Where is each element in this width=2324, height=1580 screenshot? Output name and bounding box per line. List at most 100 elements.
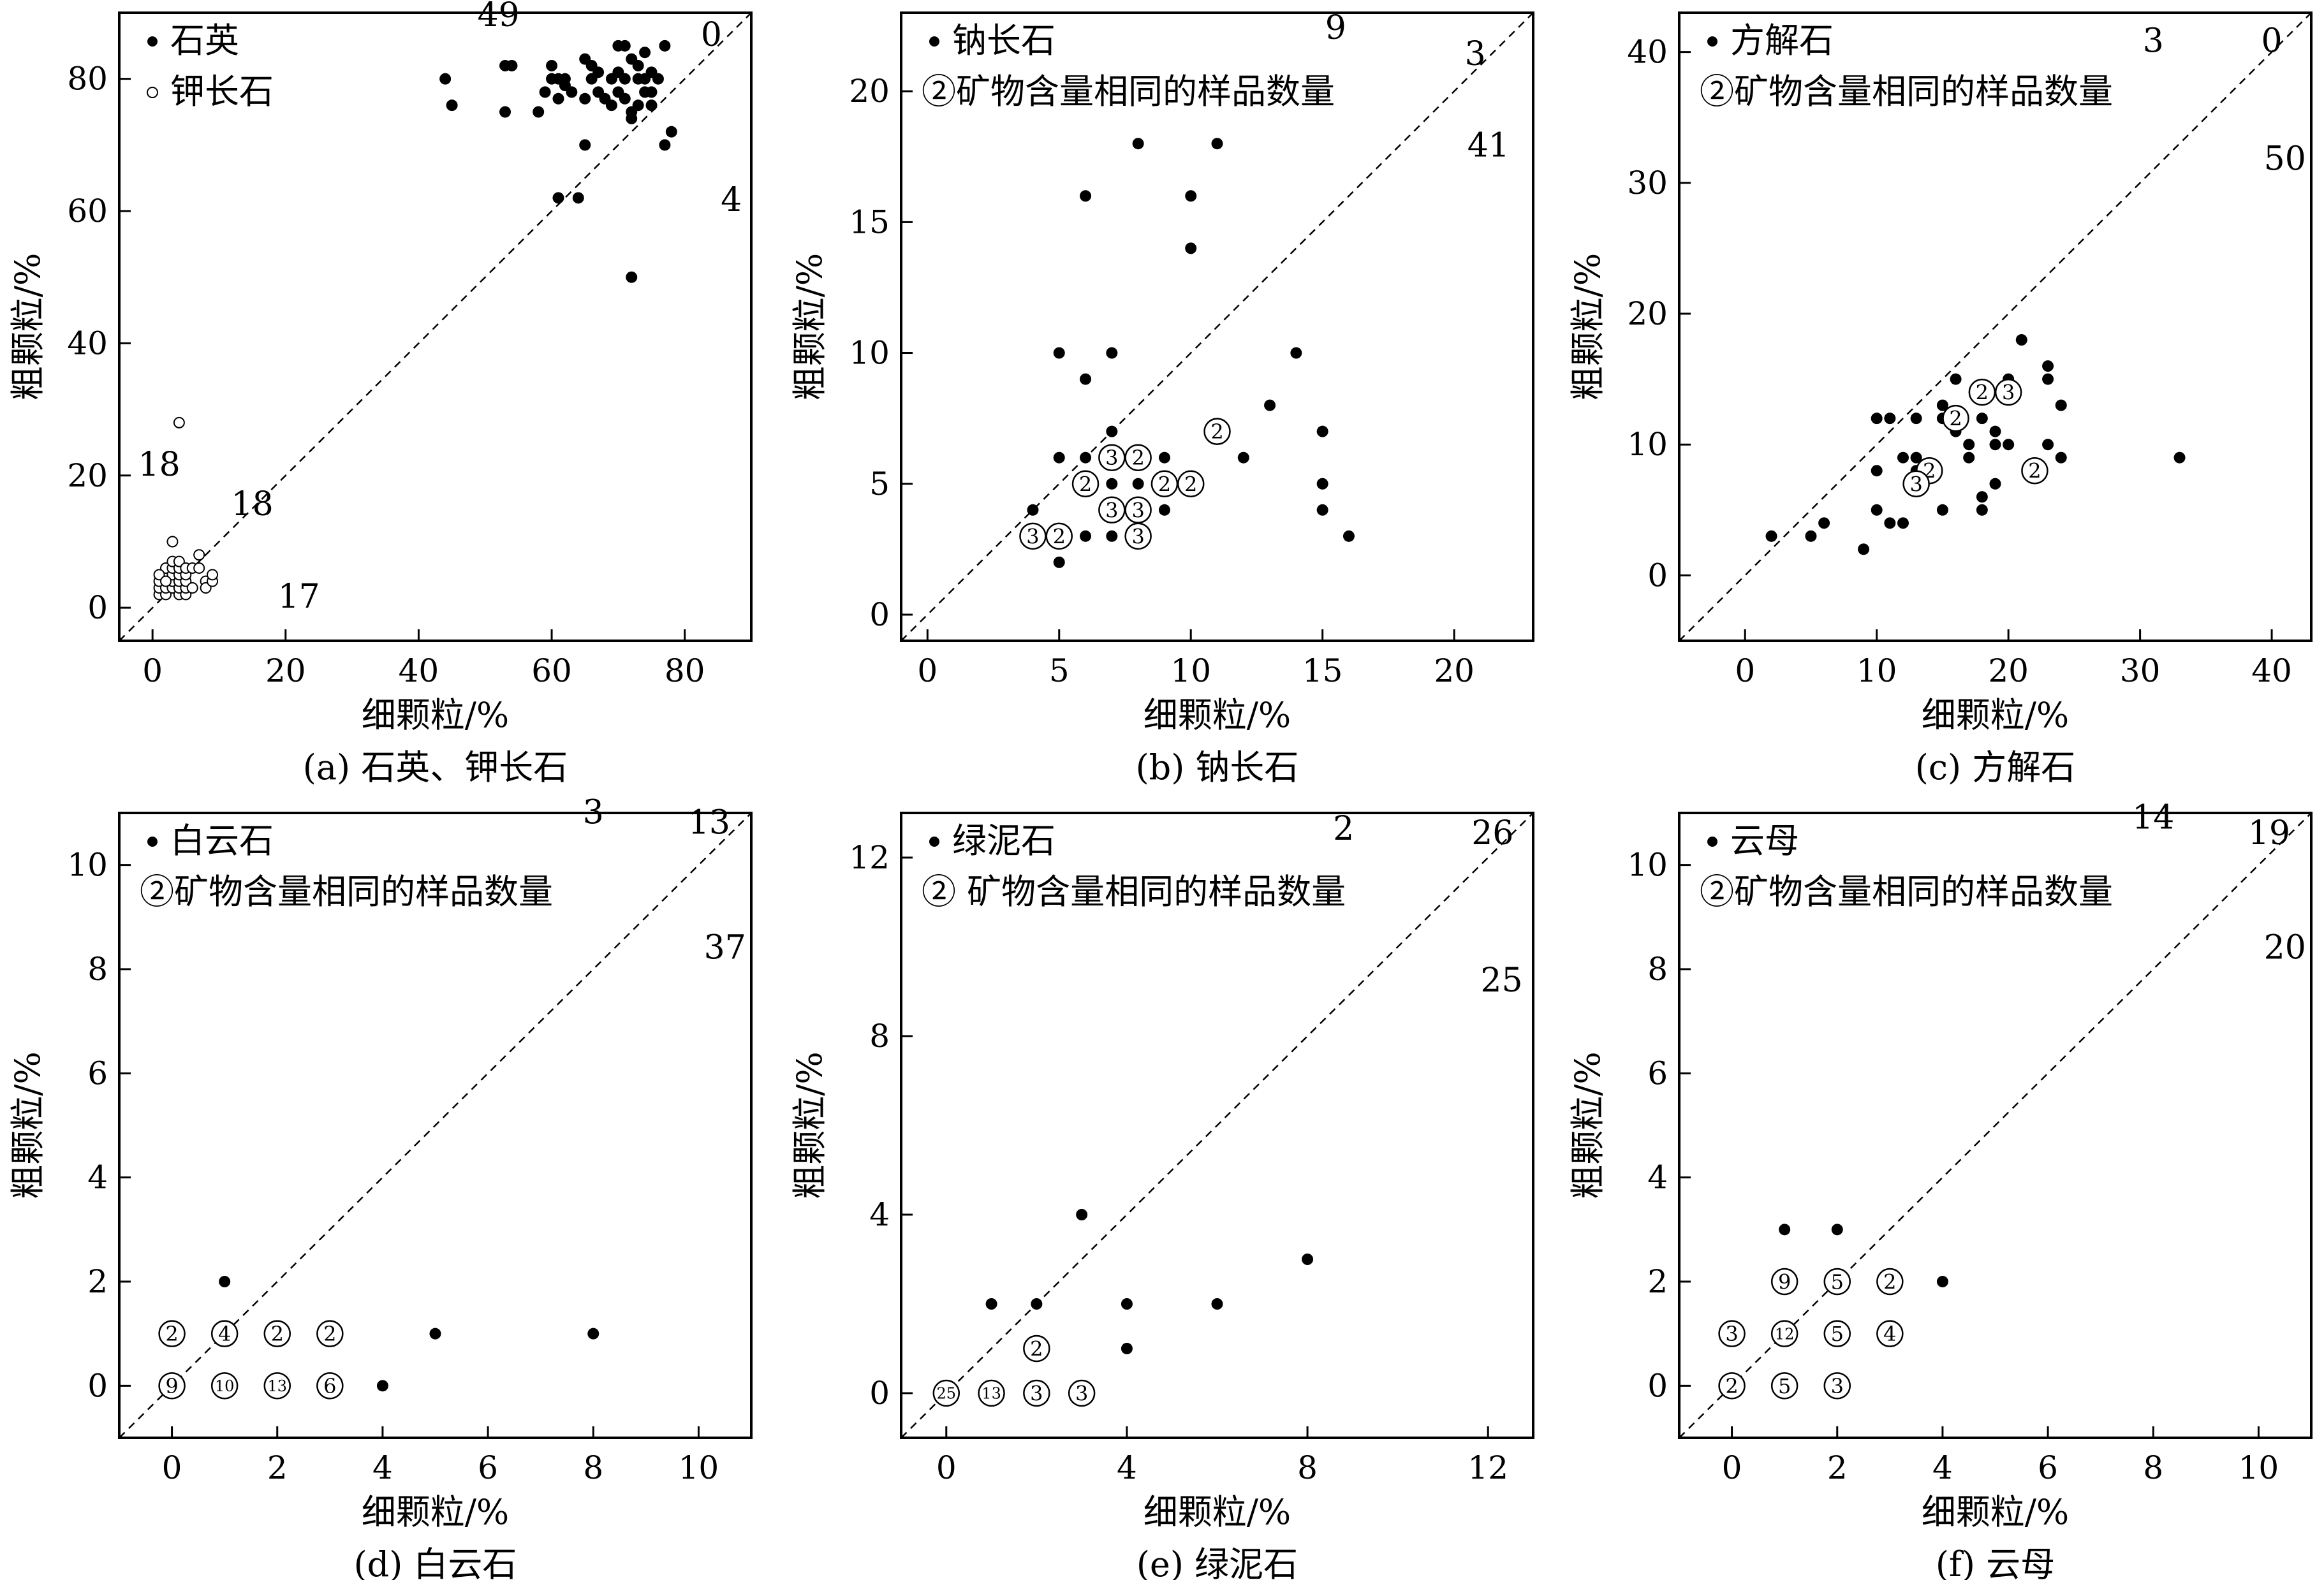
x-axis-label: 细颗粒/% [362,1492,510,1532]
y-axis-label: 粗颗粒/% [1568,1051,1608,1199]
x-tick-label: 8 [1297,1449,1318,1486]
y-tick-label: 0 [87,589,108,626]
count-marker-label: 2 [1053,524,1066,548]
data-point [1132,138,1144,150]
data-point [1316,425,1328,437]
data-point [1211,138,1223,150]
legend-label: 云母 [1730,821,1799,861]
y-axis-label: 粗颗粒/% [1568,253,1608,401]
x-tick-label: 0 [142,652,163,689]
data-point [619,40,631,52]
x-axis-label: 细颗粒/% [1144,695,1291,735]
x-tick-label: 8 [583,1449,603,1486]
data-point-open [166,536,179,548]
count-annotation: 3 [583,793,604,831]
legend-marker-filled [1707,837,1717,847]
data-point [579,139,591,151]
data-point [1765,530,1777,542]
count-annotation: 49 [478,0,520,34]
count-marker: 13 [978,1379,1005,1407]
data-point [1106,425,1118,437]
count-annotation: 14 [2132,799,2174,837]
data-point [626,112,638,124]
panel-caption: (c) 方解石 [1915,747,2076,787]
count-marker-label: 9 [1778,1270,1791,1294]
plot-frame [1678,11,2313,642]
x-axis-label: 细颗粒/% [1922,695,2070,735]
data-point [552,92,564,105]
data-point [1053,451,1065,464]
y-tick-label: 0 [1647,557,1668,594]
data-point-open [153,569,165,581]
legend-label: ②矿物含量相同的样品数量 [1700,71,2113,112]
data-point [1831,1224,1843,1236]
count-annotation: 3 [1465,35,1486,73]
count-annotation: 0 [2261,22,2283,61]
count-marker-circle [210,1320,239,1347]
count-marker-circle [1071,470,1099,497]
data-point [1818,517,1830,529]
data-point [632,59,644,71]
legend-label: 绿泥石 [952,821,1055,861]
count-marker-circle [263,1320,291,1347]
y-tick-label: 2 [87,1263,108,1300]
data-point [1963,451,1975,464]
x-tick-label: 20 [1988,652,2029,689]
y-tick-label: 10 [1627,847,1668,884]
x-axis-label: 细颗粒/% [1144,1492,1291,1532]
data-point [539,86,551,98]
y-tick-label: 0 [87,1367,108,1404]
count-annotation: 17 [278,578,320,616]
y-tick-label: 12 [849,839,890,876]
y-tick-label: 6 [87,1055,108,1092]
count-annotation: 2 [1333,810,1354,848]
data-point [592,66,605,78]
count-marker-label: 25 [937,1385,957,1403]
count-marker-circle [158,1320,186,1347]
count-marker: 3 [1098,496,1126,524]
count-marker: 2 [1876,1268,1904,1296]
count-marker: 2 [1151,470,1179,497]
data-point [1884,517,1896,529]
x-tick-label: 10 [1857,652,1897,689]
count-marker: 4 [210,1320,239,1347]
y-tick-label: 4 [87,1159,108,1196]
y-tick-label: 40 [1627,34,1668,71]
x-tick-label: 4 [372,1449,393,1486]
count-marker: 2 [158,1320,186,1347]
count-marker-circle [2021,457,2048,485]
legend-label: ②矿物含量相同的样品数量 [922,71,1335,112]
count-annotation: 37 [704,929,746,967]
y-axis-label: 粗颗粒/% [790,253,830,401]
x-tick-label: 20 [265,652,306,689]
data-point [639,47,651,59]
y-tick-label: 0 [1647,1367,1668,1404]
count-marker: 3 [1902,470,1930,497]
x-tick-label: 80 [665,652,705,689]
data-point-open [160,575,172,587]
series: 9 5 2 3 12 5 4 2 5 3 [1718,1268,1904,1400]
series [153,416,219,601]
count-marker: 2 [316,1320,344,1347]
data-point [659,139,671,151]
x-tick-label: 0 [1722,1449,1742,1486]
plot-frame [118,11,753,642]
count-marker-circle [1151,470,1179,497]
data-point [1185,190,1197,202]
data-point [429,1328,441,1340]
data-point [1871,413,1883,425]
x-tick-label: 10 [2239,1449,2279,1486]
count-annotation: 41 [1467,127,1510,165]
count-marker-circle [1098,444,1126,471]
data-point [1976,413,1988,425]
data-point-open [193,549,205,561]
data-point [1106,347,1118,359]
count-marker-circle [1023,1379,1050,1407]
count-marker-label: 3 [1131,498,1144,522]
count-marker: 9 [1770,1268,1798,1296]
data-point [985,1298,997,1310]
data-point [619,92,631,105]
data-point [1211,1298,1223,1310]
series [219,1276,599,1392]
count-marker-circle [1045,522,1073,550]
